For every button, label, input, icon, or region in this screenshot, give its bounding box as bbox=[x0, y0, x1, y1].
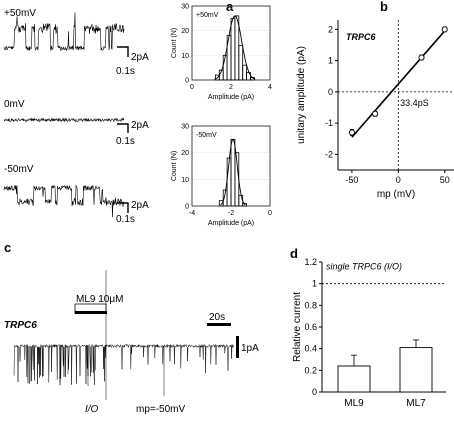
y-tick-label: 0 bbox=[312, 387, 317, 397]
x-tick-label: 2 bbox=[229, 84, 233, 91]
relative-current-bar-chart: 0 0.2 0.4 0.6 0.8 1 1.2 single TRPC6 (I/O) ML9 ML… bbox=[292, 257, 446, 409]
y-tick-label: 0 bbox=[185, 204, 189, 211]
histogram-bar bbox=[242, 64, 247, 81]
conductance-label: 33.4pS bbox=[400, 98, 429, 108]
current-scale-bar bbox=[236, 336, 239, 358]
y-tick-label: 20 bbox=[181, 150, 189, 157]
x-tick-label: -50 bbox=[345, 175, 358, 185]
time-scale-label: 20s bbox=[209, 312, 225, 323]
histogram-inner-label: -50mV bbox=[196, 132, 217, 139]
trace-voltage-label: 0mV bbox=[4, 99, 25, 110]
chart-title: single TRPC6 (I/O) bbox=[326, 262, 402, 272]
panel-letter-c: c bbox=[4, 240, 11, 255]
amplitude-histogram-plus50: 0 2 4 0 10 20 30 +50mV Amplitude (pA) Count (N) bbox=[171, 4, 272, 102]
data-point bbox=[348, 129, 355, 136]
y-tick-label: 10 bbox=[181, 53, 189, 60]
x-axis-label: Amplitude (pA) bbox=[208, 94, 254, 101]
y-axis-label: unitary amplitude (pA) bbox=[296, 46, 307, 144]
panel-letter-b: b bbox=[380, 0, 388, 14]
y-tick-label: 30 bbox=[181, 124, 189, 131]
amplitude-histogram-minus50: -4 -2 0 0 10 20 30 -50mV Amplitude (pA) Count (N) bbox=[171, 124, 272, 228]
x-tick-label: -2 bbox=[228, 210, 234, 217]
scale-current-label: 2pA bbox=[131, 52, 149, 63]
gaussian-fit-curve bbox=[214, 15, 256, 80]
long-trace-panel: TRPC6 ML9 10μM 20s 1pA I/O mp=-50mV bbox=[4, 270, 259, 415]
y-tick-label: 20 bbox=[181, 28, 189, 35]
scale-current-label: 2pA bbox=[131, 200, 149, 211]
trace-plus50: +50mV 2pA 0.1s bbox=[3, 8, 149, 77]
scale-bar bbox=[117, 46, 129, 57]
histogram-bar bbox=[242, 202, 247, 207]
long-current-trace bbox=[13, 270, 234, 400]
iv-plot: -2 -1 0 1 2 -50 0 50 TRPC6 33.4pS mp (mV) unitary a… bbox=[296, 20, 454, 200]
current-scale-label: 1pA bbox=[241, 343, 259, 354]
bar bbox=[399, 347, 433, 393]
scale-current-label: 2pA bbox=[131, 120, 149, 131]
x-tick-label: -4 bbox=[189, 210, 195, 217]
y-axis-label: Count (N) bbox=[171, 151, 178, 181]
x-tick-label: ML7 bbox=[406, 398, 426, 409]
x-tick-label: 0 bbox=[396, 175, 401, 185]
gaussian-fit-curve bbox=[220, 138, 246, 206]
y-tick-label: -1 bbox=[325, 118, 333, 128]
y-tick-label: 10 bbox=[181, 177, 189, 184]
histogram-bar bbox=[234, 15, 240, 81]
y-tick-label: 0 bbox=[185, 78, 189, 85]
scale-bar bbox=[117, 123, 129, 133]
y-tick-label: 0.6 bbox=[304, 322, 317, 332]
channel-label: TRPC6 bbox=[346, 32, 376, 42]
histogram-bar bbox=[238, 45, 244, 81]
y-tick-label: -2 bbox=[325, 149, 333, 159]
x-tick-label: ML9 bbox=[344, 398, 364, 409]
drug-application-bar bbox=[75, 311, 107, 314]
x-tick-label: 50 bbox=[440, 175, 450, 185]
scale-time-label: 0.1s bbox=[116, 136, 135, 147]
trace-voltage-label: +50mV bbox=[4, 8, 36, 19]
linear-fit-line bbox=[351, 30, 446, 138]
data-point bbox=[441, 26, 448, 33]
x-tick-label: 0 bbox=[190, 84, 194, 91]
y-axis-label: Relative current bbox=[292, 292, 303, 362]
y-tick-label: 1 bbox=[328, 56, 333, 66]
y-tick-label: 1 bbox=[312, 279, 317, 289]
drug-label: ML9 10μM bbox=[76, 294, 123, 305]
trace-voltage-label: -50mV bbox=[4, 164, 34, 175]
y-tick-label: 0.2 bbox=[304, 365, 317, 375]
scale-time-label: 0.1s bbox=[116, 214, 135, 225]
membrane-potential-label: mp=-50mV bbox=[136, 404, 186, 415]
io-label: I/O bbox=[85, 404, 99, 415]
x-tick-label: 0 bbox=[268, 210, 272, 217]
trace-minus50: -50mV 2pA 0.1s bbox=[3, 164, 149, 225]
panel-letter-d: d bbox=[290, 246, 298, 261]
x-axis-label: Amplitude (pA) bbox=[208, 220, 254, 227]
x-tick-label: 4 bbox=[268, 84, 272, 91]
current-trace bbox=[3, 184, 125, 218]
y-tick-label: 0.4 bbox=[304, 344, 317, 354]
channel-label: TRPC6 bbox=[4, 320, 37, 331]
data-point bbox=[372, 110, 379, 117]
y-tick-label: 0 bbox=[328, 87, 333, 97]
data-point bbox=[418, 54, 425, 61]
scale-bar bbox=[117, 202, 129, 213]
y-axis-label: Count (N) bbox=[171, 28, 178, 58]
current-trace bbox=[3, 12, 125, 52]
histogram-inner-label: +50mV bbox=[196, 12, 219, 19]
current-trace bbox=[3, 117, 125, 123]
bar bbox=[337, 365, 371, 393]
y-tick-label: 1.2 bbox=[304, 257, 317, 267]
time-scale-bar bbox=[207, 323, 231, 326]
y-tick-label: 0.8 bbox=[304, 300, 317, 310]
panel-letter-a: a bbox=[226, 0, 234, 14]
scale-time-label: 0.1s bbox=[116, 66, 135, 77]
y-tick-label: 30 bbox=[181, 4, 189, 11]
histogram-bar bbox=[230, 17, 236, 81]
histogram-bar bbox=[230, 138, 236, 207]
y-tick-label: 2 bbox=[328, 24, 333, 34]
trace-0mv: 0mV 2pA 0.1s bbox=[3, 99, 149, 147]
x-axis-label: mp (mV) bbox=[377, 189, 415, 200]
